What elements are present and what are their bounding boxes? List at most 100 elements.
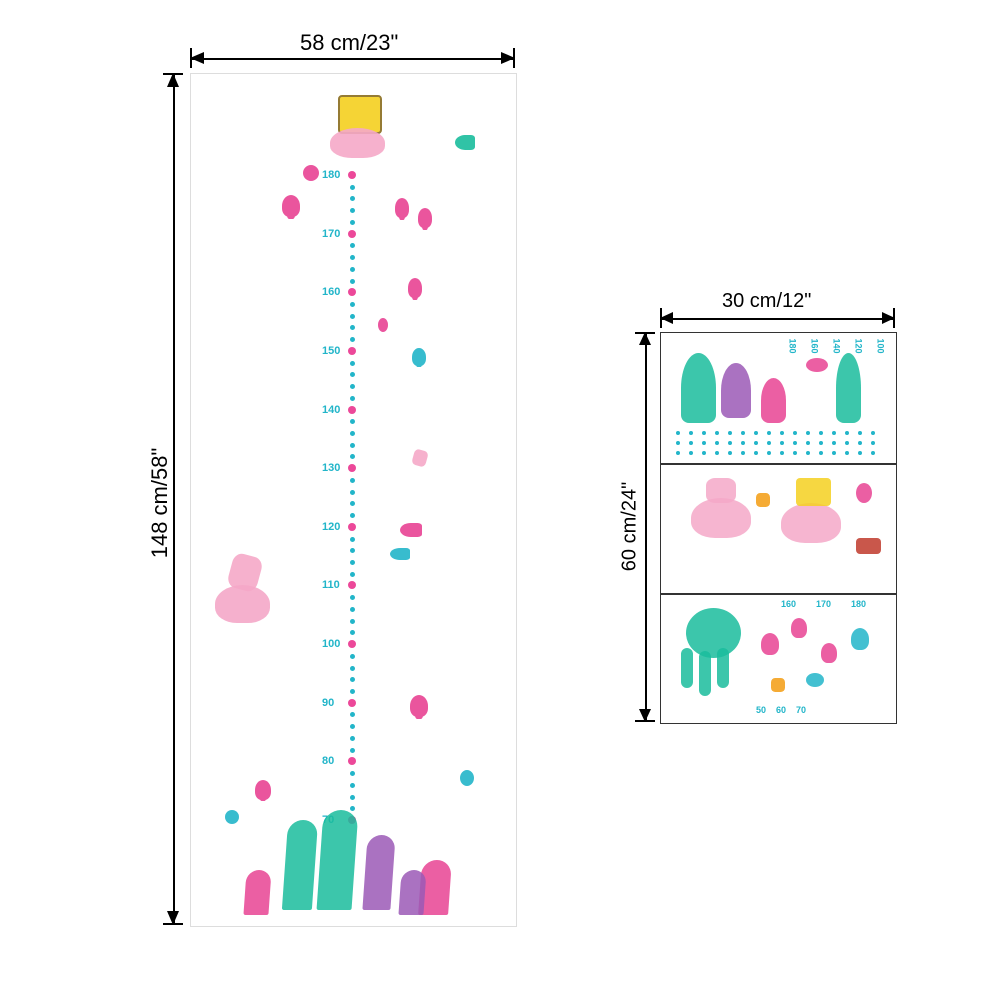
tick — [635, 720, 655, 722]
panel-dot — [741, 431, 745, 435]
ruler-dot — [350, 279, 355, 284]
panel-dot — [793, 441, 797, 445]
sticker-piece — [791, 618, 807, 638]
sticker-piece — [806, 358, 828, 372]
sticker-piece — [796, 478, 831, 506]
arrow-up-icon — [639, 332, 651, 345]
panel-dot — [780, 451, 784, 455]
ruler-dot — [350, 302, 355, 307]
sticker-piece — [821, 643, 837, 663]
sheet-box: 100120140160180 160170180506070 — [660, 332, 897, 724]
seaweed-icon — [317, 810, 359, 910]
tick — [893, 308, 895, 328]
jellyfish-icon — [410, 695, 428, 717]
panel-dot — [871, 431, 875, 435]
sheet-height-label: 60 cm/24" — [619, 467, 642, 587]
sticker-piece — [756, 493, 770, 507]
sticker-piece — [851, 628, 869, 650]
panel-dot — [741, 451, 745, 455]
jellyfish-icon — [418, 208, 432, 228]
jellyfish-icon — [255, 780, 271, 800]
ruler-marker — [348, 230, 356, 238]
panel-content: 160170180506070 — [661, 593, 896, 723]
ruler-dot — [350, 443, 355, 448]
jellyfish-icon — [408, 278, 422, 298]
panel-dot — [702, 431, 706, 435]
panel-ruler-label: 60 — [776, 705, 786, 715]
sticker-piece — [681, 648, 693, 688]
ruler-dot — [350, 736, 355, 741]
panel-ruler-label: 160 — [809, 338, 819, 353]
ruler-dot — [350, 748, 355, 753]
arrow-left-icon — [660, 312, 673, 324]
sticker-piece — [699, 651, 711, 696]
panel-ruler-label: 120 — [853, 338, 863, 353]
blob-icon — [225, 810, 239, 824]
ruler-dot — [350, 220, 355, 225]
sheet-width-label: 30 cm/12" — [722, 290, 811, 313]
panel-dot — [728, 431, 732, 435]
sticker-piece — [681, 353, 716, 423]
ruler-dot — [350, 795, 355, 800]
ruler-dot — [350, 572, 355, 577]
fish-icon — [400, 523, 422, 537]
ruler-dot — [350, 689, 355, 694]
sticker-piece — [781, 503, 841, 543]
panel-dot — [754, 451, 758, 455]
panel-dot — [702, 441, 706, 445]
ruler-marker — [348, 699, 356, 707]
panel-content: 100120140160180 — [661, 333, 896, 463]
jellyfish-icon — [412, 348, 426, 366]
panel-ruler-label: 180 — [787, 338, 797, 353]
seaweed-icon — [243, 870, 271, 915]
arrow-left-icon — [190, 52, 204, 64]
ruler-marker — [348, 347, 356, 355]
panel-ruler-label: 140 — [831, 338, 841, 353]
panel-dot — [819, 441, 823, 445]
panel-dot — [806, 441, 810, 445]
jellyfish-icon — [282, 195, 300, 217]
tick — [190, 48, 192, 68]
panel-dot — [832, 441, 836, 445]
panel-dot — [845, 451, 849, 455]
panel-dot — [767, 431, 771, 435]
panel-dot — [767, 441, 771, 445]
ruler-dot — [350, 361, 355, 366]
ruler-tick-label: 170 — [322, 228, 340, 240]
sticker-piece — [836, 353, 861, 423]
sticker-piece — [761, 633, 779, 655]
panel-ruler-label: 160 — [781, 599, 796, 609]
blob-icon — [460, 770, 474, 786]
ruler-tick-label: 130 — [322, 462, 340, 474]
tick — [163, 73, 183, 75]
panel-dot — [767, 451, 771, 455]
sticker-piece — [686, 608, 741, 658]
panel-dot — [793, 451, 797, 455]
ruler-marker — [348, 406, 356, 414]
sticker-piece — [706, 478, 736, 503]
sheet-left-dim-line — [645, 332, 647, 722]
panel-dot — [819, 431, 823, 435]
panel-ruler-label: 180 — [851, 599, 866, 609]
sticker-piece — [761, 378, 786, 423]
ruler-tick-label: 180 — [322, 169, 340, 181]
panel-ruler-label: 170 — [816, 599, 831, 609]
panel-dot — [780, 441, 784, 445]
panel-dot — [702, 451, 706, 455]
main-top-dim-line — [190, 58, 515, 60]
panel-dot — [871, 441, 875, 445]
panel-dot — [754, 431, 758, 435]
panel-dot — [715, 451, 719, 455]
seaweed-icon — [282, 820, 318, 910]
jellyfish-icon — [330, 128, 385, 158]
ruler-tick-label: 80 — [322, 755, 334, 767]
sticker-piece — [856, 538, 881, 554]
panel-dot — [676, 441, 680, 445]
panel-dot — [728, 441, 732, 445]
main-height-label: 148 cm/58" — [147, 433, 173, 573]
ruler-dot — [350, 396, 355, 401]
seaweed-icon — [398, 870, 426, 915]
panel-content — [661, 463, 896, 593]
tick — [660, 308, 662, 328]
fish-icon — [390, 548, 410, 560]
